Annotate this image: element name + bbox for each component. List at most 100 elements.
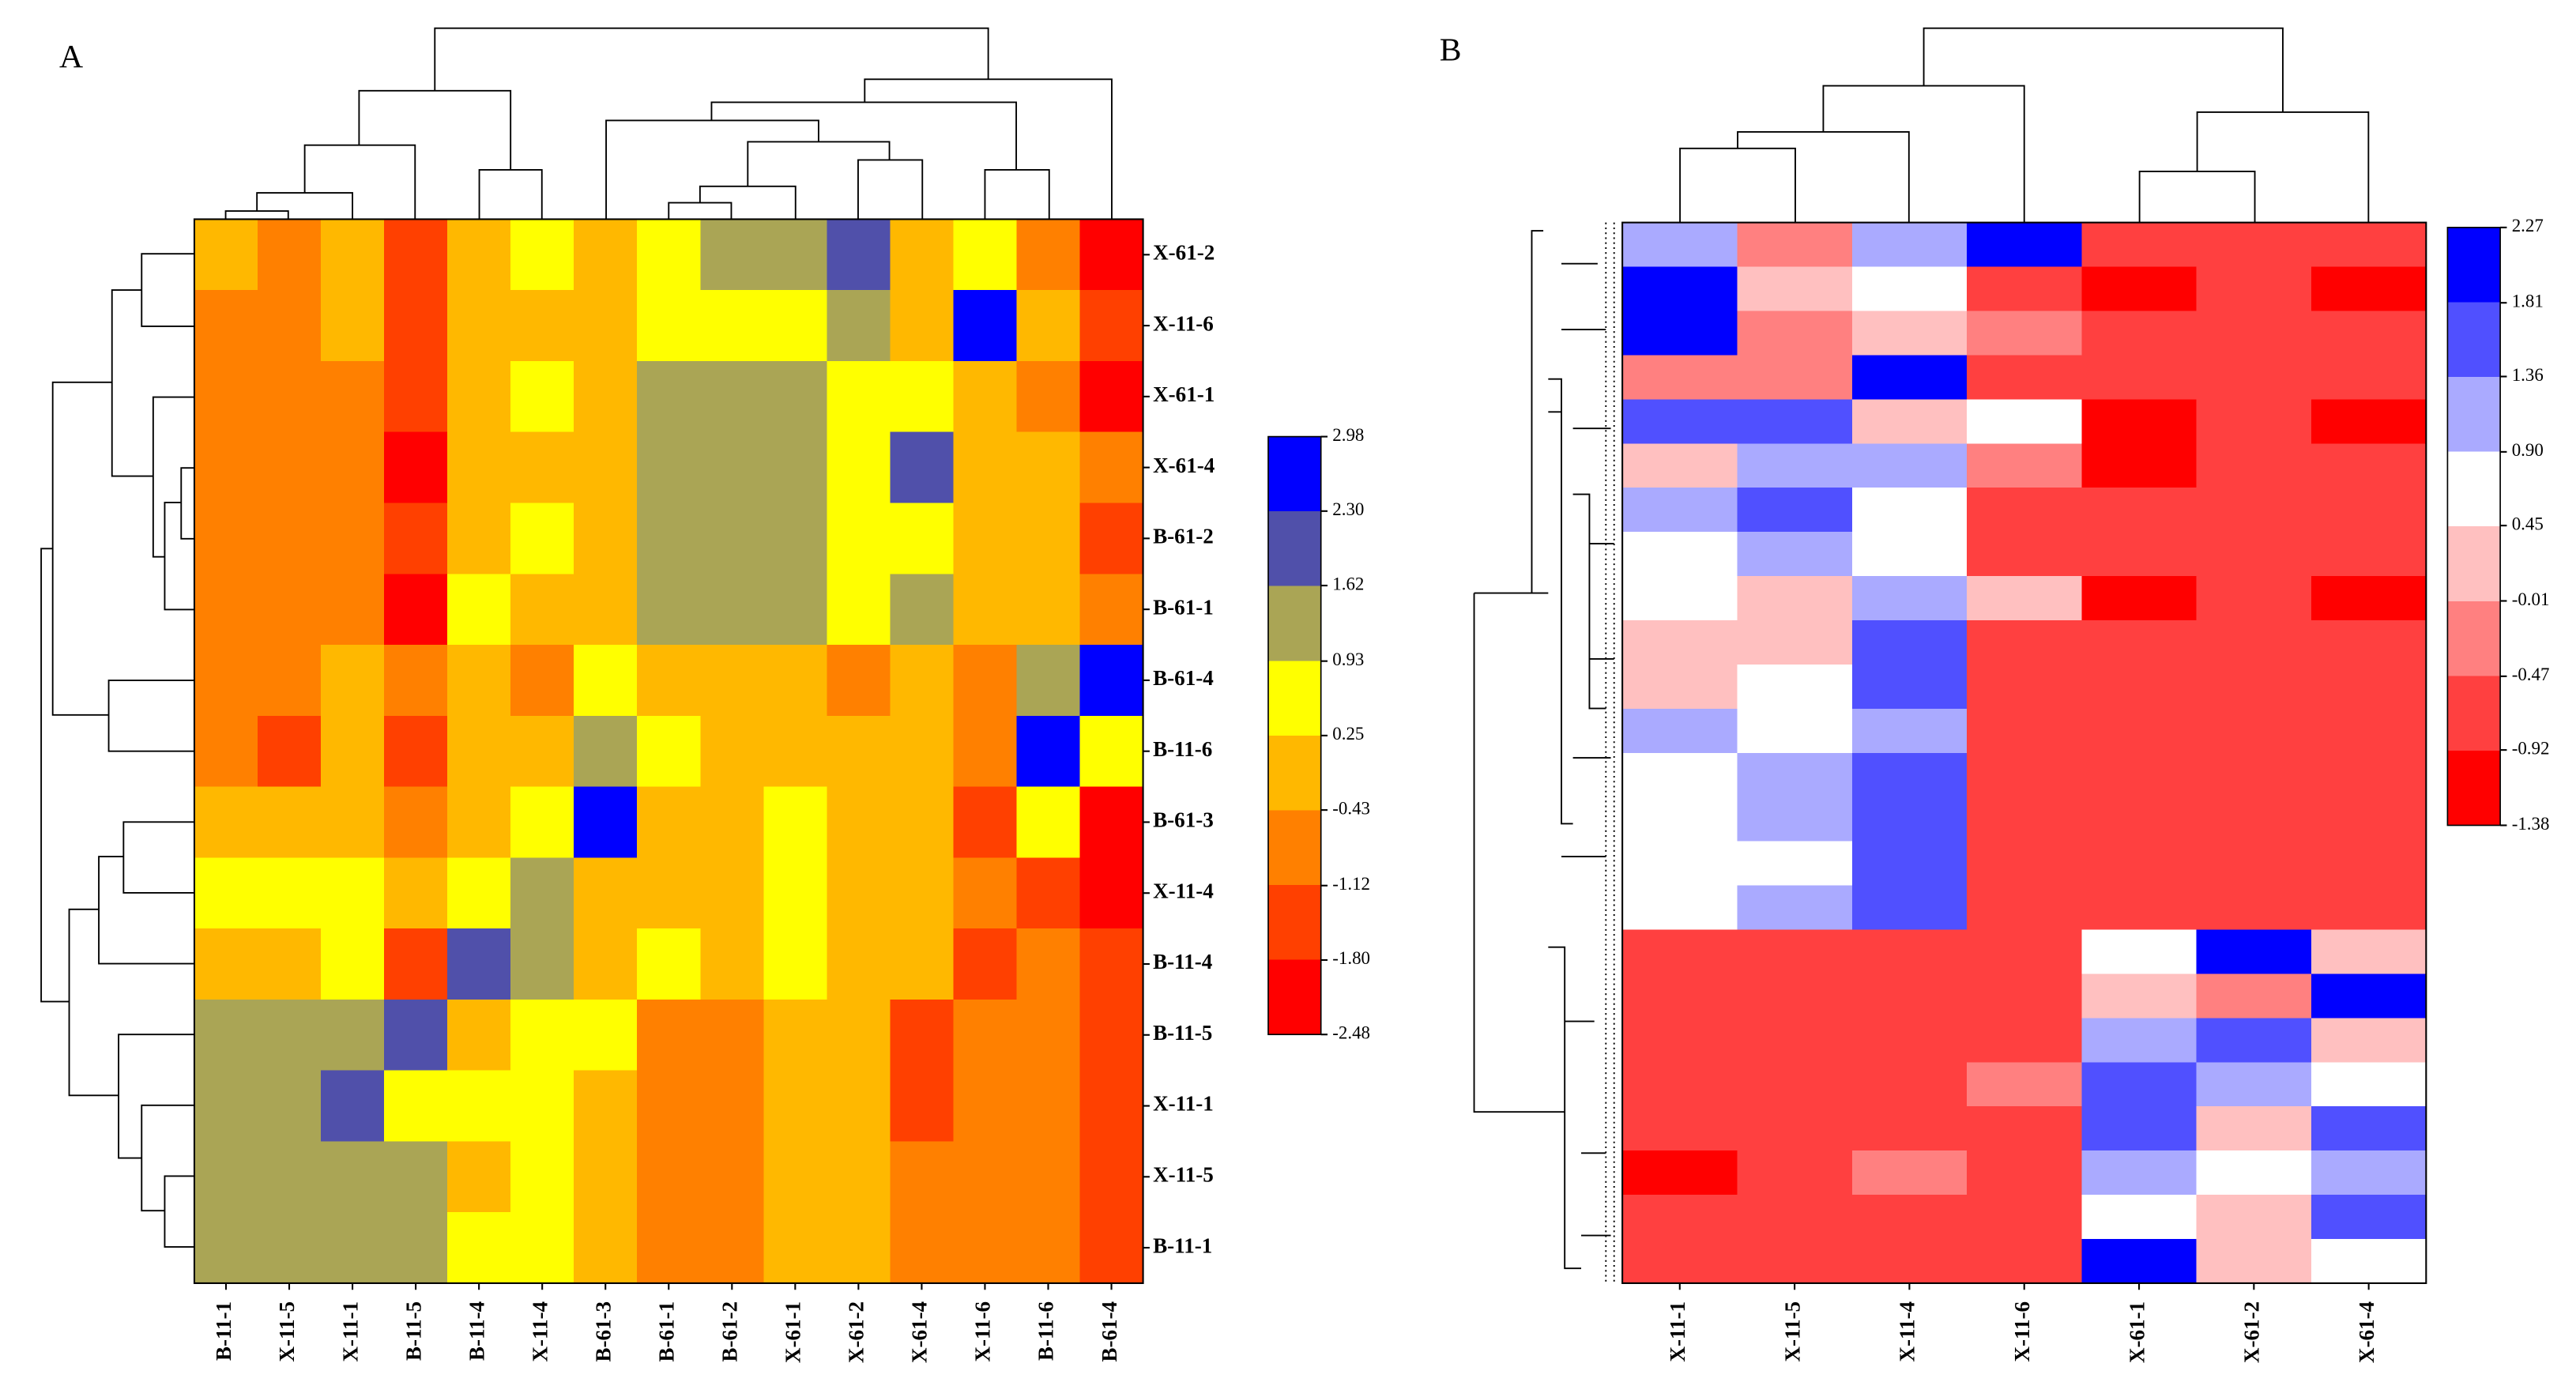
heatmap-cell [2196, 576, 2312, 621]
heatmap-cell [890, 503, 955, 575]
heatmap-cell [1967, 1239, 2083, 1284]
heatmap-cell [384, 1141, 448, 1214]
heatmap-cell [194, 290, 258, 362]
heatmap-cell [2311, 664, 2427, 710]
legend-label: -0.47 [2512, 665, 2550, 684]
heatmap-cell [637, 645, 702, 717]
heatmap-cell [2196, 796, 2312, 842]
heatmap-cell [2196, 841, 2312, 887]
heatmap-cell [1851, 973, 1968, 1019]
heatmap-cell [637, 786, 702, 859]
heatmap-cell [194, 431, 258, 504]
heatmap-cell [637, 574, 702, 646]
heatmap-cell [1851, 929, 1968, 975]
heatmap-cell [2196, 1239, 2312, 1284]
heatmap-cell [1079, 219, 1144, 292]
heatmap-cell [763, 431, 828, 504]
dendrogram-b-rows [1473, 222, 1615, 1283]
heatmap-cell [447, 928, 511, 1000]
heatmap-cell [1737, 885, 1853, 931]
heatmap-cell [1622, 1018, 1738, 1064]
heatmap-cell [2311, 443, 2427, 489]
heatmap-cell [1079, 999, 1144, 1071]
column-label: X-11-5 [1780, 1301, 1804, 1362]
legend-swatch [2447, 302, 2501, 378]
dendrogram-a-columns [224, 27, 1113, 220]
heatmap-cell [953, 1212, 1018, 1284]
heatmap-cell [1737, 973, 1853, 1019]
row-label: B-11-5 [1153, 1021, 1212, 1045]
heatmap-cell [1079, 360, 1144, 433]
heatmap-cell [1851, 355, 1968, 401]
heatmap-cell [2196, 752, 2312, 798]
heatmap-cell [827, 360, 891, 433]
heatmap-cell [447, 715, 511, 788]
heatmap-cell [2196, 222, 2312, 268]
heatmap-cell [1016, 290, 1081, 362]
panel-title: B [1440, 32, 1462, 68]
heatmap-cell [574, 928, 638, 1000]
heatmap-cell [763, 645, 828, 717]
heatmap-cell [1737, 708, 1853, 754]
heatmap-cell [447, 1070, 511, 1143]
heatmap-cell [890, 645, 955, 717]
legend-swatch [1267, 511, 1321, 587]
legend-label: -0.01 [2512, 589, 2550, 609]
heatmap-cell [1016, 1141, 1081, 1214]
heatmap-cell [2081, 488, 2198, 533]
heatmap-cell [1967, 1150, 2083, 1196]
heatmap-cell [321, 1212, 385, 1284]
legend-swatch [1267, 661, 1321, 736]
heatmap-cell [194, 715, 258, 788]
heatmap-cell [321, 431, 385, 504]
heatmap-cell [827, 645, 891, 717]
heatmap-cell [321, 360, 385, 433]
heatmap-cell [1967, 266, 2083, 312]
heatmap-cell [1851, 532, 1968, 577]
heatmap-cell [1016, 503, 1081, 575]
heatmap-cell [2311, 222, 2427, 268]
legend-label: -1.12 [1332, 874, 1370, 894]
heatmap-cell [384, 645, 448, 717]
column-label: B-61-4 [1098, 1301, 1121, 1361]
heatmap-cell [1016, 715, 1081, 788]
heatmap-cell [447, 219, 511, 292]
heatmap-cell [1622, 576, 1738, 621]
heatmap-cell [1016, 219, 1081, 292]
heatmap-cell [2081, 311, 2198, 356]
legend-label: 0.45 [2512, 514, 2544, 533]
legend-swatch [2447, 451, 2501, 527]
heatmap-cell [384, 715, 448, 788]
heatmap-cell [827, 1212, 891, 1284]
heatmap-cell [2311, 1062, 2427, 1108]
heatmap-cell [763, 219, 828, 292]
heatmap-cell [258, 928, 322, 1000]
heatmap-cell [2081, 841, 2198, 887]
heatmap-cell [953, 999, 1018, 1071]
heatmap-cell [1016, 857, 1081, 929]
heatmap-cell [510, 786, 575, 859]
heatmap-cell [2081, 796, 2198, 842]
heatmap-cell [1967, 222, 2083, 268]
heatmap-cell [1079, 715, 1144, 788]
heatmap-cell [763, 290, 828, 362]
heatmap-cell [2081, 1195, 2198, 1240]
heatmap-cell [1016, 431, 1081, 504]
heatmap-cell [1622, 841, 1738, 887]
heatmap-cell [2081, 708, 2198, 754]
heatmap-cell [384, 431, 448, 504]
heatmap-cell [321, 1070, 385, 1143]
legend-label: -1.38 [2512, 814, 2550, 834]
heatmap-cell [258, 360, 322, 433]
heatmap-cell [510, 503, 575, 575]
heatmap-cell [1079, 290, 1144, 362]
heatmap-cell [637, 219, 702, 292]
heatmap-cell [700, 1070, 765, 1143]
heatmap-cell [890, 431, 955, 504]
heatmap-cell [890, 857, 955, 929]
heatmap-cell [637, 928, 702, 1000]
heatmap-cell [1737, 841, 1853, 887]
row-label: X-61-1 [1153, 382, 1215, 406]
heatmap-cell [827, 574, 891, 646]
column-label: B-11-6 [1034, 1301, 1058, 1361]
